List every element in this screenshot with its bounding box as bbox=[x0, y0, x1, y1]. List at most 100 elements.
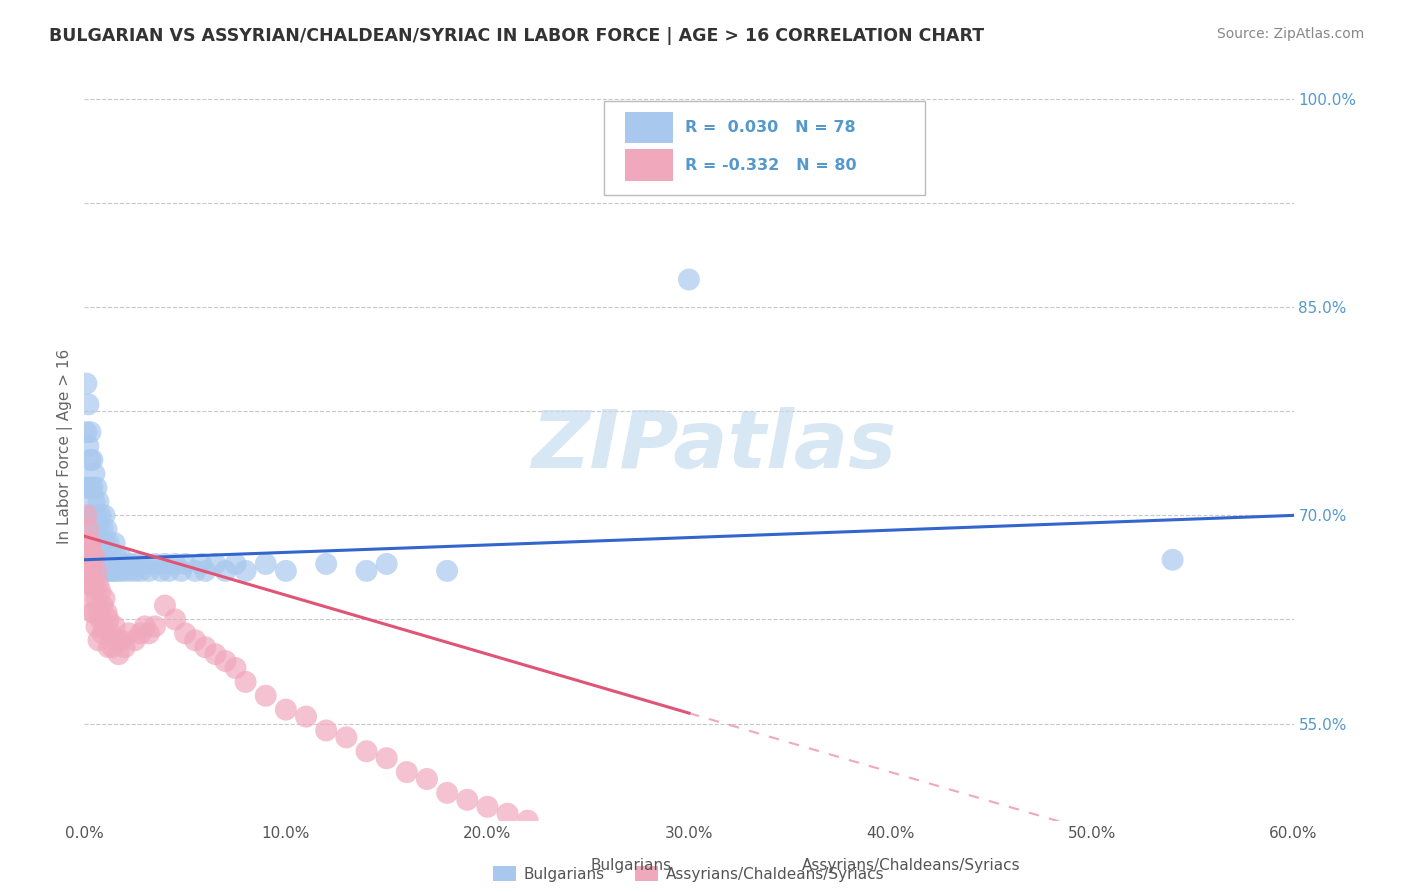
Point bbox=[143, 619, 166, 633]
Point bbox=[82, 549, 104, 564]
Point bbox=[214, 654, 236, 668]
Point bbox=[93, 564, 115, 578]
Point bbox=[165, 557, 187, 571]
Point bbox=[598, 841, 620, 855]
Point bbox=[436, 564, 458, 578]
Point bbox=[184, 564, 207, 578]
Bar bbox=[624, 112, 673, 144]
Point bbox=[165, 612, 187, 626]
Point bbox=[375, 751, 398, 765]
Point bbox=[77, 439, 100, 453]
Point bbox=[125, 557, 148, 571]
Point bbox=[93, 508, 115, 523]
Point bbox=[86, 591, 108, 606]
Point bbox=[75, 536, 97, 550]
Point bbox=[315, 723, 337, 738]
Point bbox=[153, 557, 176, 571]
Point bbox=[235, 564, 257, 578]
Point bbox=[1161, 553, 1184, 567]
Point bbox=[174, 626, 197, 640]
Point bbox=[82, 508, 104, 523]
Point bbox=[124, 633, 146, 648]
Point bbox=[96, 549, 118, 564]
Point bbox=[375, 557, 398, 571]
Point bbox=[93, 619, 115, 633]
Point bbox=[97, 640, 120, 655]
Point bbox=[79, 536, 101, 550]
Point bbox=[107, 564, 129, 578]
Point bbox=[100, 626, 122, 640]
Point bbox=[254, 689, 277, 703]
Point bbox=[110, 633, 132, 648]
Point bbox=[83, 494, 105, 508]
Point bbox=[110, 549, 132, 564]
Point bbox=[83, 522, 105, 536]
Point bbox=[153, 599, 176, 613]
Point bbox=[87, 522, 110, 536]
Point bbox=[456, 793, 478, 807]
Point bbox=[104, 619, 127, 633]
Point bbox=[89, 612, 111, 626]
Point bbox=[157, 564, 180, 578]
Point bbox=[82, 578, 104, 592]
Y-axis label: In Labor Force | Age > 16: In Labor Force | Age > 16 bbox=[58, 349, 73, 543]
Point bbox=[77, 578, 100, 592]
Point bbox=[170, 564, 193, 578]
Point bbox=[356, 744, 378, 758]
Text: Source: ZipAtlas.com: Source: ZipAtlas.com bbox=[1216, 27, 1364, 41]
Point bbox=[114, 640, 136, 655]
Point bbox=[97, 612, 120, 626]
Point bbox=[225, 661, 247, 675]
Point bbox=[254, 557, 277, 571]
Point bbox=[75, 425, 97, 439]
Point bbox=[77, 549, 100, 564]
Point bbox=[101, 640, 124, 655]
Point bbox=[93, 536, 115, 550]
Text: R =  0.030   N = 78: R = 0.030 N = 78 bbox=[685, 120, 856, 135]
Point bbox=[100, 549, 122, 564]
Point bbox=[114, 557, 136, 571]
Point bbox=[335, 731, 357, 745]
Point bbox=[87, 606, 110, 620]
Point bbox=[129, 626, 152, 640]
Point bbox=[91, 626, 114, 640]
Point bbox=[79, 536, 101, 550]
Point bbox=[416, 772, 439, 786]
Point bbox=[104, 564, 127, 578]
Point bbox=[82, 606, 104, 620]
Point bbox=[86, 481, 108, 495]
Point bbox=[143, 557, 166, 571]
Point bbox=[576, 834, 599, 848]
Point bbox=[235, 674, 257, 689]
Point bbox=[356, 564, 378, 578]
Point bbox=[86, 536, 108, 550]
Point bbox=[91, 522, 114, 536]
Point bbox=[718, 883, 741, 892]
Point bbox=[87, 578, 110, 592]
FancyBboxPatch shape bbox=[605, 102, 925, 195]
Point bbox=[274, 703, 297, 717]
Point bbox=[79, 481, 101, 495]
Point bbox=[557, 828, 579, 842]
Point bbox=[295, 709, 318, 723]
Point bbox=[315, 557, 337, 571]
Point bbox=[107, 647, 129, 661]
Point bbox=[77, 549, 100, 564]
Point bbox=[83, 549, 105, 564]
Point bbox=[174, 557, 197, 571]
Point bbox=[86, 619, 108, 633]
Point bbox=[204, 647, 226, 661]
Point bbox=[96, 606, 118, 620]
Point bbox=[87, 494, 110, 508]
Point bbox=[89, 584, 111, 599]
Text: R = -0.332   N = 80: R = -0.332 N = 80 bbox=[685, 158, 856, 172]
Point bbox=[79, 425, 101, 439]
Point bbox=[120, 557, 142, 571]
Point bbox=[86, 564, 108, 578]
Point bbox=[87, 549, 110, 564]
Point bbox=[496, 806, 519, 821]
Point bbox=[134, 557, 156, 571]
Point bbox=[97, 564, 120, 578]
Text: ZIPatlas: ZIPatlas bbox=[530, 407, 896, 485]
Point bbox=[75, 508, 97, 523]
